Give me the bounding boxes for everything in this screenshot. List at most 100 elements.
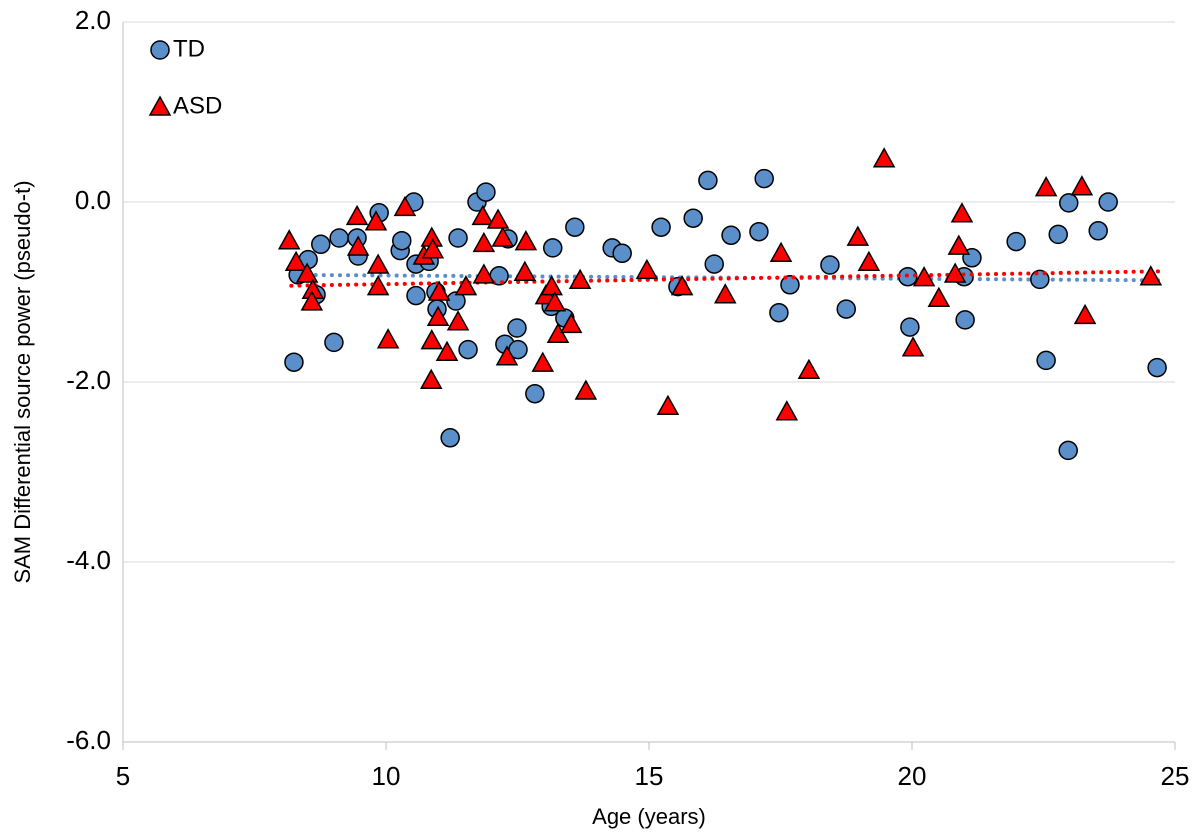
point bbox=[656, 394, 680, 416]
point bbox=[1139, 265, 1163, 286]
point bbox=[1070, 175, 1094, 196]
point bbox=[311, 234, 331, 255]
point bbox=[366, 275, 390, 296]
x-tick-label: 5 bbox=[116, 761, 130, 791]
point bbox=[507, 318, 527, 338]
point bbox=[698, 170, 718, 191]
point bbox=[435, 340, 459, 362]
point bbox=[1147, 357, 1167, 378]
point bbox=[568, 268, 592, 290]
trend-line bbox=[289, 272, 1162, 283]
point bbox=[872, 147, 896, 168]
point bbox=[324, 332, 344, 353]
point bbox=[749, 221, 769, 242]
point bbox=[440, 428, 460, 448]
point bbox=[612, 243, 632, 264]
point bbox=[565, 217, 585, 237]
point bbox=[495, 345, 519, 366]
point bbox=[912, 266, 936, 287]
point bbox=[366, 253, 390, 274]
y-axis-label: SAM Differential source power (pseudo-t) bbox=[10, 180, 35, 583]
point bbox=[574, 379, 598, 400]
x-tick-label: 20 bbox=[898, 761, 927, 791]
point bbox=[427, 280, 451, 301]
x-axis-label: Age (years) bbox=[592, 804, 706, 829]
point bbox=[683, 208, 703, 228]
point bbox=[1048, 224, 1068, 245]
point bbox=[472, 263, 496, 284]
point bbox=[486, 208, 510, 229]
point bbox=[346, 235, 370, 256]
point bbox=[513, 260, 537, 281]
point bbox=[769, 241, 793, 263]
legend-marker bbox=[148, 95, 172, 116]
point bbox=[419, 368, 443, 389]
point bbox=[947, 234, 971, 255]
point bbox=[421, 238, 445, 259]
point bbox=[540, 275, 563, 296]
point bbox=[295, 262, 319, 283]
trend-line bbox=[289, 269, 1162, 288]
point bbox=[857, 250, 881, 272]
point bbox=[704, 254, 724, 274]
point bbox=[797, 358, 821, 380]
point bbox=[446, 291, 466, 311]
point bbox=[635, 258, 659, 280]
point bbox=[1034, 176, 1058, 197]
y-tick-label: -2.0 bbox=[66, 365, 111, 395]
point bbox=[476, 182, 496, 202]
point bbox=[1036, 350, 1056, 371]
point bbox=[376, 328, 400, 349]
point bbox=[713, 283, 737, 304]
point bbox=[1006, 231, 1026, 252]
point bbox=[420, 329, 444, 350]
point bbox=[754, 168, 774, 189]
point bbox=[284, 250, 308, 272]
point bbox=[345, 204, 369, 226]
point bbox=[514, 230, 538, 251]
point bbox=[472, 231, 496, 253]
point bbox=[546, 322, 570, 344]
point bbox=[780, 275, 800, 295]
point bbox=[531, 351, 555, 372]
point bbox=[927, 286, 951, 308]
point bbox=[300, 290, 324, 311]
point bbox=[651, 217, 671, 237]
point bbox=[1058, 193, 1079, 213]
point bbox=[446, 310, 470, 331]
point bbox=[448, 228, 468, 248]
point bbox=[471, 204, 495, 226]
point bbox=[542, 238, 563, 258]
point bbox=[1073, 303, 1097, 325]
point bbox=[950, 202, 974, 223]
point bbox=[670, 275, 694, 296]
y-tick-label: 0.0 bbox=[75, 185, 111, 215]
point bbox=[277, 229, 301, 250]
point bbox=[836, 299, 856, 319]
point bbox=[769, 302, 789, 323]
point bbox=[820, 255, 840, 275]
y-tick-label: -4.0 bbox=[66, 545, 111, 575]
point bbox=[491, 226, 515, 247]
x-tick-label: 10 bbox=[372, 761, 401, 791]
point bbox=[1058, 440, 1078, 461]
point bbox=[943, 262, 967, 283]
point bbox=[406, 285, 426, 306]
point bbox=[284, 352, 304, 372]
point bbox=[543, 291, 567, 312]
y-tick-label: -6.0 bbox=[66, 725, 111, 755]
x-tick-label: 25 bbox=[1161, 761, 1190, 791]
point bbox=[426, 305, 450, 326]
point bbox=[364, 210, 388, 231]
point bbox=[846, 225, 870, 246]
x-tick-label: 15 bbox=[635, 761, 664, 791]
legend-label: ASD bbox=[173, 92, 222, 119]
point bbox=[901, 336, 925, 357]
point bbox=[458, 339, 478, 360]
point bbox=[329, 228, 349, 248]
point bbox=[1098, 192, 1118, 212]
legend-marker bbox=[150, 40, 170, 60]
point bbox=[559, 312, 583, 334]
